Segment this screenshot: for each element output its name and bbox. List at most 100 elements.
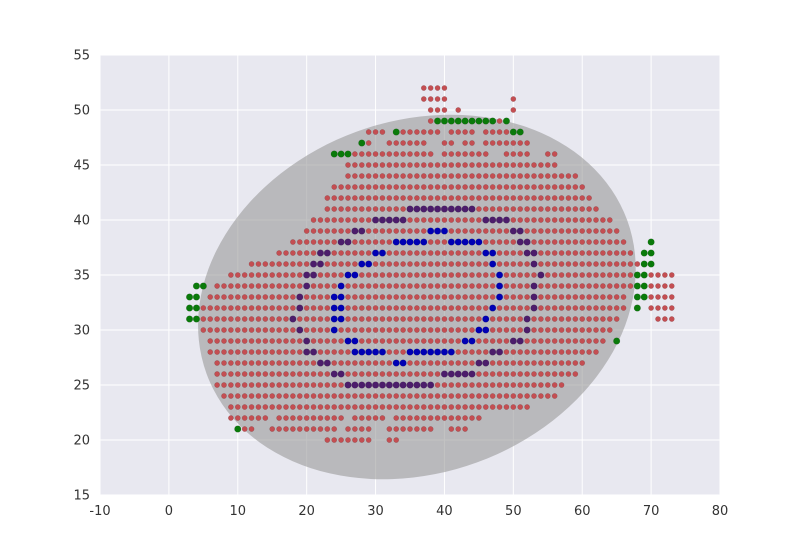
scatter-point (400, 283, 406, 289)
scatter-point (358, 360, 365, 366)
scatter-point (221, 316, 227, 322)
scatter-point (489, 338, 496, 344)
scatter-point (469, 382, 475, 388)
scatter-point (469, 162, 475, 168)
scatter-point (551, 327, 558, 333)
scatter-point (228, 371, 234, 377)
scatter-point (192, 315, 200, 323)
scatter-point (600, 239, 606, 245)
scatter-point (310, 338, 317, 344)
scatter-point (496, 184, 503, 190)
scatter-point (262, 272, 269, 278)
scatter-point (303, 316, 310, 322)
scatter-point (345, 426, 351, 432)
scatter-point (379, 173, 386, 179)
scatter-point (455, 129, 462, 135)
scatter-point (248, 283, 255, 289)
scatter-point (365, 140, 372, 146)
scatter-point (476, 217, 482, 223)
scatter-point (668, 272, 675, 278)
scatter-point (572, 316, 579, 322)
scatter-point (530, 304, 538, 312)
scatter-point (400, 415, 406, 421)
scatter-point (441, 294, 448, 300)
scatter-point (420, 272, 427, 278)
scatter-point (372, 360, 379, 366)
scatter-point (393, 206, 400, 212)
scatter-point (434, 360, 441, 366)
scatter-point (469, 305, 475, 311)
scatter-point (620, 283, 627, 289)
scatter-point (434, 250, 441, 256)
scatter-point (365, 151, 372, 157)
scatter-point (262, 382, 269, 388)
scatter-point (469, 129, 475, 135)
scatter-point (303, 261, 310, 267)
scatter-point (414, 316, 420, 322)
scatter-point (310, 393, 317, 399)
scatter-point (262, 415, 269, 421)
scatter-point (572, 173, 579, 179)
scatter-point (496, 118, 503, 124)
scatter-point (192, 282, 200, 290)
scatter-point (338, 393, 344, 399)
scatter-point (269, 294, 276, 300)
scatter-point (565, 195, 572, 201)
scatter-point (303, 228, 310, 234)
scatter-point (372, 294, 379, 300)
scatter-point (427, 393, 434, 399)
scatter-point (296, 404, 303, 410)
scatter-point (441, 415, 448, 421)
scatter-point (476, 294, 482, 300)
scatter-point (496, 239, 503, 245)
scatter-point (476, 151, 482, 157)
scatter-point (337, 370, 345, 378)
scatter-point (324, 261, 331, 267)
scatter-point (358, 437, 365, 443)
scatter-point (386, 426, 393, 432)
scatter-point (469, 272, 475, 278)
scatter-point (420, 283, 427, 289)
scatter-point (482, 382, 489, 388)
scatter-point (572, 305, 579, 311)
scatter-point (489, 304, 497, 312)
scatter-point (441, 305, 448, 311)
scatter-point (482, 206, 489, 212)
scatter-point (510, 107, 517, 113)
scatter-point (627, 250, 634, 256)
scatter-point (214, 316, 220, 322)
scatter-point (586, 338, 592, 344)
scatter-point (476, 393, 482, 399)
scatter-point (434, 261, 441, 267)
scatter-point (441, 162, 448, 168)
scatter-point (378, 249, 386, 257)
scatter-point (579, 305, 586, 311)
scatter-point (345, 305, 351, 311)
scatter-point (434, 338, 441, 344)
scatter-point (330, 150, 338, 158)
scatter-point (469, 283, 475, 289)
scatter-point (524, 360, 530, 366)
scatter-point (420, 96, 427, 102)
scatter-point (290, 393, 296, 399)
scatter-point (386, 250, 393, 256)
scatter-point (516, 128, 524, 136)
scatter-point (558, 294, 565, 300)
scatter-point (365, 393, 372, 399)
scatter-point (613, 316, 620, 322)
scatter-point (290, 305, 296, 311)
scatter-point (482, 151, 489, 157)
scatter-point (344, 381, 352, 389)
scatter-point (613, 294, 620, 300)
scatter-point (600, 305, 606, 311)
scatter-point (331, 349, 338, 355)
scatter-point (303, 426, 310, 432)
scatter-point (586, 272, 592, 278)
scatter-point (544, 393, 551, 399)
data-points (186, 85, 675, 443)
scatter-point (255, 371, 262, 377)
scatter-point (283, 393, 289, 399)
scatter-point (482, 195, 489, 201)
x-tick-label: 80 (712, 504, 729, 519)
scatter-point (551, 305, 558, 311)
